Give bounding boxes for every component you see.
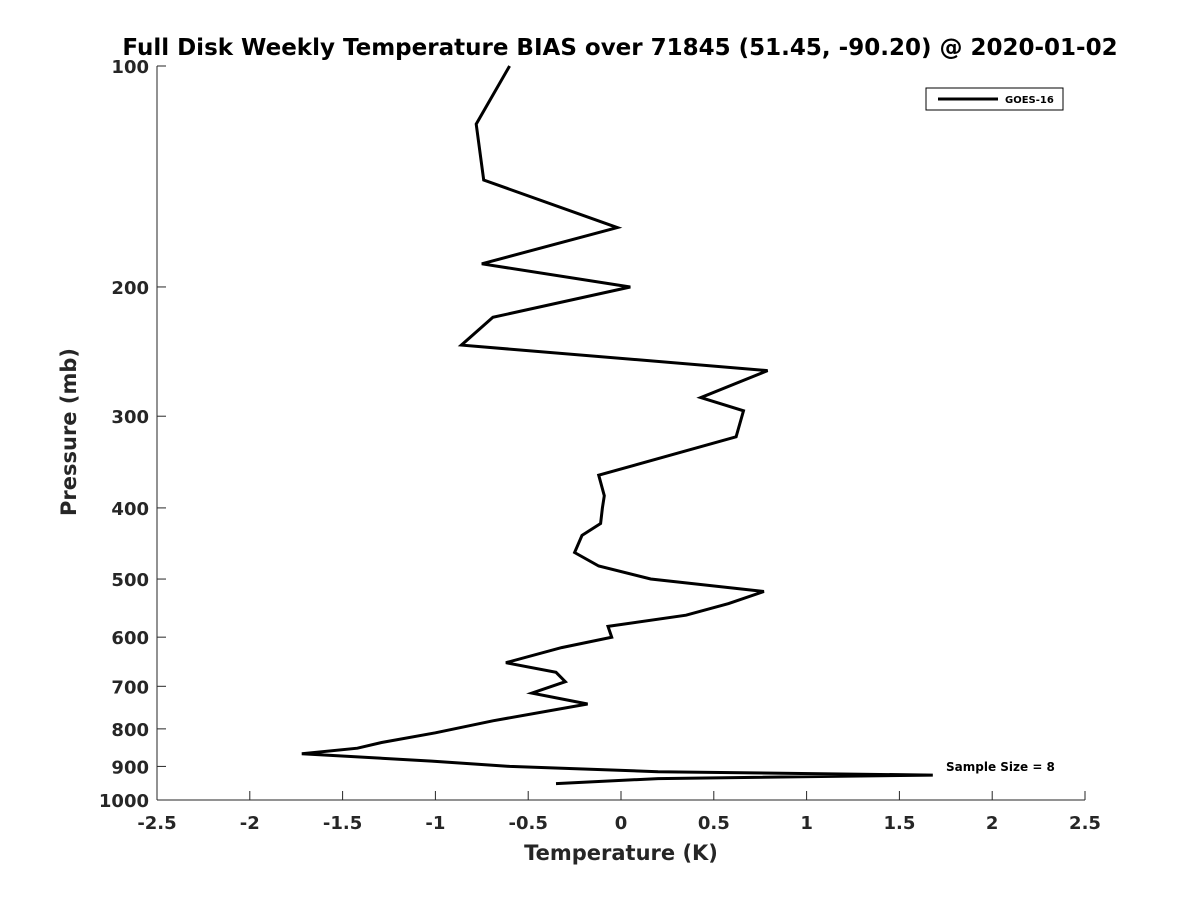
x-tick-label: -2.5	[137, 813, 176, 834]
x-tick-label: 2.5	[1069, 813, 1101, 834]
chart-title: Full Disk Weekly Temperature BIAS over 7…	[122, 35, 1117, 61]
y-tick-label: 1000	[99, 791, 149, 812]
y-tick-label: 900	[111, 757, 149, 778]
x-axis-ticks: -2.5 -2 -1.5 -1 -0.5 0 0.5 1 1.5 2 2.5	[137, 791, 1101, 834]
x-tick-label: 2	[986, 813, 999, 834]
legend-label-goes-16: GOES-16	[1005, 95, 1054, 106]
y-tick-label: 800	[111, 720, 149, 741]
y-tick-label: 200	[111, 278, 149, 299]
y-tick-label: 500	[111, 570, 149, 591]
sample-size-annotation: Sample Size = 8	[946, 760, 1055, 774]
x-tick-label: 0	[615, 813, 628, 834]
y-axis-ticks: 100 200 300 400 500 600 700 800 900 1000	[99, 57, 166, 812]
y-tick-label: 400	[111, 499, 149, 520]
x-axis-label: Temperature (K)	[524, 841, 718, 865]
x-tick-label: 0.5	[698, 813, 730, 834]
x-tick-label: 1	[800, 813, 813, 834]
x-tick-label: -1.5	[323, 813, 362, 834]
y-tick-label: 700	[111, 677, 149, 698]
y-tick-label: 600	[111, 628, 149, 649]
x-tick-label: -0.5	[509, 813, 548, 834]
series-lines	[301, 65, 933, 786]
series-line-0	[301, 65, 933, 786]
y-tick-label: 300	[111, 407, 149, 428]
y-axis-label: Pressure (mb)	[57, 348, 81, 516]
legend: GOES-16	[925, 87, 1064, 111]
x-tick-label: -2	[240, 813, 260, 834]
y-tick-label: 100	[111, 57, 149, 78]
x-tick-label: -1	[425, 813, 445, 834]
x-tick-label: 1.5	[883, 813, 915, 834]
